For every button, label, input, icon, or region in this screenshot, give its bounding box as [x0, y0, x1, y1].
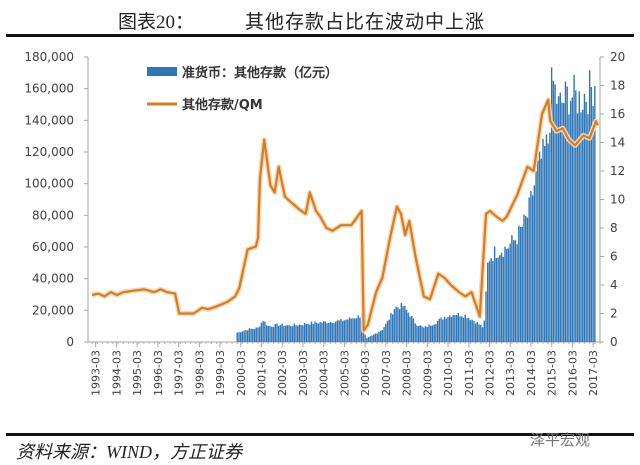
- right-tick-label: 16: [610, 107, 625, 121]
- x-tick-label: 2001-03: [255, 350, 268, 396]
- x-tick-label: 2013-03: [504, 350, 517, 396]
- left-tick-label: 40,000: [32, 272, 74, 286]
- x-tick-label: 2003-03: [297, 350, 310, 396]
- x-tick-label: 2000-03: [235, 350, 248, 396]
- x-tick-label: 1998-03: [193, 350, 206, 396]
- x-tick-label: 1999-03: [214, 350, 227, 396]
- left-tick-label: 120,000: [24, 145, 74, 159]
- x-tick-label: 1997-03: [173, 350, 186, 396]
- left-tick-label: 60,000: [32, 240, 74, 254]
- left-tick-label: 180,000: [24, 50, 74, 64]
- x-tick-label: 1995-03: [131, 350, 144, 396]
- x-tick-label: 1993-03: [90, 350, 103, 396]
- line-series-ratio: [91, 97, 601, 334]
- chart-title: 图表20： 其他存款占比在波动中上涨: [0, 4, 640, 33]
- right-tick-label: 8: [610, 221, 618, 235]
- x-tick-label: 2009-03: [421, 350, 434, 396]
- right-tick-label: 12: [610, 164, 625, 178]
- x-tick-label: 2014-03: [525, 350, 538, 396]
- legend-label-bar: 准货币：其他存款（亿元）: [182, 65, 338, 81]
- x-tick-label: 2012-03: [484, 350, 497, 396]
- left-y-axis: 0 20,000 40,000 60,000 80,000 100,000 120,000 1…: [24, 50, 89, 349]
- watermark: 泽平宏观: [530, 431, 591, 449]
- left-tick-label: 100,000: [24, 177, 74, 191]
- x-axis: 1993-03 1994-03 1995-03 1996-03 1997-03 1998-…: [88, 341, 601, 396]
- chart-area: 0 20,000 40,000 60,000 80,000 100,000 120,000 1…: [24, 50, 625, 396]
- bottom-divider: [6, 433, 634, 436]
- right-tick-label: 14: [610, 136, 625, 150]
- x-tick-label: 1996-03: [152, 350, 165, 396]
- x-tick-label: 2015-03: [546, 350, 559, 396]
- right-tick-label: 0: [610, 335, 618, 349]
- x-tick-label: 2016-03: [566, 350, 579, 396]
- bar-series-other-deposits: [236, 67, 596, 343]
- top-divider: [6, 34, 634, 37]
- left-tick-label: 0: [66, 335, 74, 349]
- legend-label-line: 其他存款/QM: [182, 97, 263, 113]
- left-tick-label: 160,000: [24, 82, 74, 96]
- right-tick-label: 6: [610, 250, 618, 264]
- x-tick-label: 2007-03: [380, 350, 393, 396]
- right-tick-label: 20: [610, 50, 625, 64]
- left-tick-label: 80,000: [32, 208, 74, 222]
- x-tick-label: 2017-03: [587, 350, 600, 396]
- figure-number: 图表20：: [118, 12, 195, 33]
- x-tick-label: 1994-03: [110, 350, 123, 396]
- right-tick-label: 18: [610, 79, 625, 93]
- x-tick-label: 2005-03: [338, 350, 351, 396]
- x-tick-label: 2004-03: [318, 350, 331, 396]
- right-tick-label: 10: [610, 193, 625, 207]
- source-note: 资料来源：WIND，方正证券: [16, 442, 242, 462]
- right-tick-label: 4: [610, 278, 618, 292]
- left-tick-label: 140,000: [24, 113, 74, 127]
- x-tick-label: 2002-03: [276, 350, 289, 396]
- right-tick-label: 2: [610, 307, 618, 321]
- left-tick-label: 20,000: [32, 303, 74, 317]
- legend-swatch-bar: [147, 67, 177, 76]
- legend: 准货币：其他存款（亿元） 其他存款/QM: [147, 65, 338, 113]
- x-tick-label: 2010-03: [442, 350, 455, 396]
- right-y-axis: 0 2 4 6 8 10 12 14 16 18 20: [599, 50, 625, 349]
- x-tick-label: 2011-03: [463, 350, 476, 396]
- x-tick-label: 2008-03: [401, 350, 414, 396]
- x-tick-label: 2006-03: [359, 350, 372, 396]
- figure-title: 其他存款占比在波动中上涨: [245, 12, 486, 33]
